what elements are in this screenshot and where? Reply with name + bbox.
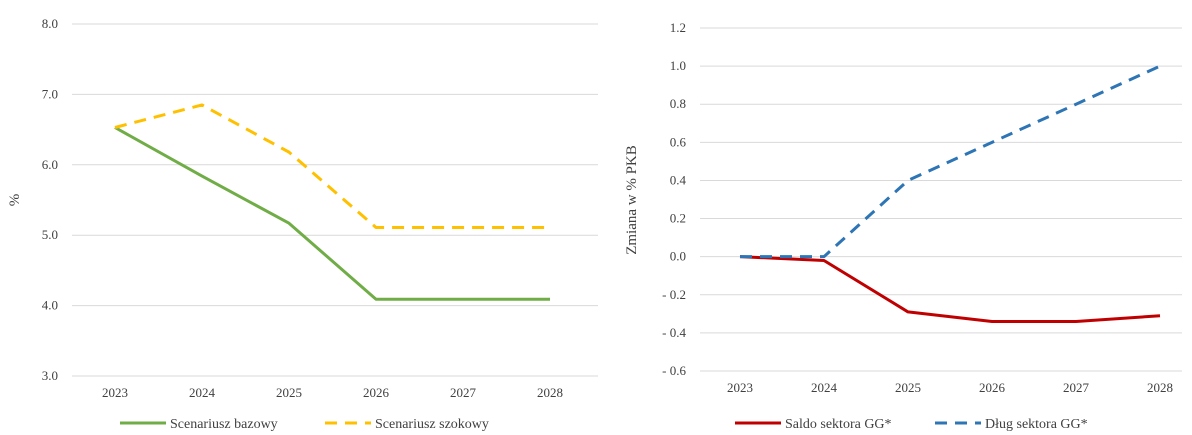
y-tick-label: 0.0 xyxy=(670,249,686,264)
y-tick-label: - 0.4 xyxy=(662,325,686,340)
series-line-2 xyxy=(114,103,550,229)
y-tick-label: 5.0 xyxy=(42,227,58,242)
chart-fiscal-impact: - 0.6 - 0.4 - 0.2 0.0 0.2 0.4 0.6 0.8 1.0 1.2 2023… xyxy=(624,20,1182,432)
x-tick-label: 2023 xyxy=(727,380,753,395)
series-line-2 xyxy=(740,64,1161,259)
x-tick-label: 2027 xyxy=(450,385,477,400)
x-tick-label: 2028 xyxy=(1147,380,1173,395)
y-tick-label: 0.8 xyxy=(670,96,686,111)
y-tick-label: 0.4 xyxy=(670,172,687,187)
legend-label: Dług sektora GG* xyxy=(985,417,1088,432)
y-tick-label: - 0.2 xyxy=(662,287,686,302)
series-line-1 xyxy=(114,126,550,301)
y-tick-label: 0.6 xyxy=(670,134,687,149)
x-tick-label: 2025 xyxy=(895,380,921,395)
y-tick-label: 3.0 xyxy=(42,368,58,383)
legend-label: Scenariusz bazowy xyxy=(170,417,278,432)
legend-label: Saldo sektora GG* xyxy=(785,417,892,432)
y-tick-label: 1.2 xyxy=(670,20,686,35)
x-tick-label: 2023 xyxy=(102,385,128,400)
legend-label: Scenariusz szokowy xyxy=(375,417,489,432)
x-tick-label: 2025 xyxy=(276,385,302,400)
y-tick-label: 4.0 xyxy=(42,298,58,313)
x-tick-label: 2024 xyxy=(189,385,216,400)
y-axis-label: % xyxy=(7,194,23,207)
chart-unemployment-scenarios: 3.0 4.0 5.0 6.0 7.0 8.0 2023 2024 2025 2026 2027 20… xyxy=(7,16,598,432)
x-tick-label: 2026 xyxy=(979,380,1006,395)
y-tick-label: 0.2 xyxy=(670,211,686,226)
x-tick-label: 2024 xyxy=(811,380,838,395)
x-tick-label: 2028 xyxy=(537,385,563,400)
y-axis-label: Zmiana w % PKB xyxy=(624,145,640,255)
y-tick-label: 1.0 xyxy=(670,58,686,73)
x-tick-label: 2026 xyxy=(363,385,390,400)
x-tick-label: 2027 xyxy=(1063,380,1090,395)
y-tick-label: - 0.6 xyxy=(662,363,686,378)
y-tick-label: 8.0 xyxy=(42,16,58,31)
y-tick-label: 7.0 xyxy=(42,86,58,101)
series-line-1 xyxy=(739,255,1161,323)
y-tick-label: 6.0 xyxy=(42,157,58,172)
